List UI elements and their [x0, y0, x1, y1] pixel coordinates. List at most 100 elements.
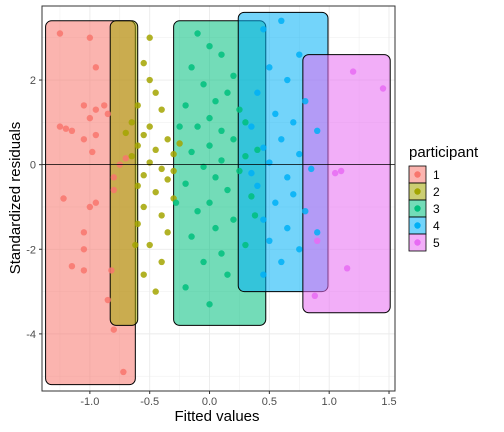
data-point-3: [242, 152, 249, 160]
data-point-1: [104, 110, 112, 118]
data-point-3: [230, 136, 237, 143]
data-point-2: [140, 271, 147, 278]
data-point-2: [164, 176, 171, 183]
data-point-4: [284, 224, 291, 232]
data-point-2: [128, 119, 135, 126]
data-point-3: [242, 241, 249, 249]
legend-key-point: [414, 188, 421, 195]
data-point-2: [176, 140, 183, 147]
data-point-2: [146, 241, 153, 249]
data-point-2: [134, 220, 141, 228]
data-point-2: [152, 188, 159, 196]
data-point-2: [152, 146, 159, 154]
legend-item-5: 5: [408, 233, 440, 252]
data-point-4: [278, 136, 285, 143]
x-tick-label: -0.5: [140, 396, 159, 408]
data-point-4: [272, 199, 279, 206]
data-point-3: [230, 72, 237, 80]
data-point-2: [146, 159, 153, 166]
participant-box-5: [302, 54, 391, 314]
y-axis-title: Standardized residuals: [7, 122, 24, 275]
data-point-3: [206, 114, 213, 122]
x-tick-label: 1.5: [381, 396, 396, 408]
data-point-2: [158, 165, 165, 173]
data-point-3: [206, 42, 213, 50]
data-point-1: [108, 267, 115, 274]
legend-item-4: 4: [408, 216, 440, 235]
data-point-1: [80, 102, 88, 109]
data-point-4: [308, 165, 315, 173]
data-point-2: [152, 288, 159, 295]
data-point-1: [101, 102, 108, 109]
data-point-4: [314, 127, 321, 135]
data-point-4: [260, 144, 267, 151]
x-tick-label: -1.0: [80, 396, 99, 408]
data-point-3: [206, 199, 213, 206]
x-tick-label: 1.0: [322, 396, 337, 408]
data-point-4: [314, 229, 321, 236]
data-point-4: [302, 207, 309, 215]
data-point-2: [146, 123, 153, 130]
data-point-5: [349, 68, 357, 75]
data-point-4: [290, 119, 297, 126]
data-point-3: [182, 180, 189, 187]
data-point-1: [122, 155, 129, 162]
y-axis-ticks: -4 -2 0 2: [26, 75, 42, 341]
data-point-4: [296, 51, 303, 58]
data-point-2: [140, 203, 147, 211]
data-point-2: [140, 131, 147, 139]
data-point-2: [152, 89, 159, 96]
data-point-2: [140, 172, 147, 179]
data-point-5: [311, 292, 319, 300]
legend-item-1: 1: [408, 165, 440, 184]
data-point-4: [260, 271, 267, 278]
data-point-3: [224, 271, 231, 278]
data-point-3: [254, 146, 261, 154]
x-axis-ticks: -1.0 -0.5 0.0 0.5 1.0 1.5: [80, 391, 397, 408]
data-point-3: [212, 174, 219, 181]
data-point-2: [164, 229, 171, 236]
data-point-3: [176, 123, 183, 130]
data-point-3: [188, 148, 195, 156]
legend: participant 1 2 3 4 5: [408, 144, 479, 252]
data-point-3: [251, 212, 259, 219]
data-point-3: [200, 258, 207, 266]
plot-area: [41, 5, 396, 392]
data-point-4: [272, 110, 279, 118]
data-point-4: [260, 26, 267, 33]
participant-boxes: [45, 11, 391, 386]
x-axis-title: Fitted values: [174, 408, 259, 425]
legend-title: participant: [409, 144, 479, 161]
data-point-1: [92, 199, 100, 206]
data-point-5: [343, 265, 351, 272]
data-point-1: [80, 267, 88, 274]
data-point-1: [110, 186, 117, 194]
axes: -1.0 -0.5 0.0 0.5 1.0 1.5 -4 -2 0 2 Fitted value…: [7, 75, 397, 425]
legend-key-point: [414, 205, 421, 212]
x-tick-label: 0.5: [262, 396, 277, 408]
data-point-3: [248, 193, 255, 200]
data-point-4: [248, 169, 255, 177]
data-point-3: [224, 89, 231, 96]
x-tick-label: 0.0: [202, 396, 217, 408]
data-point-3: [194, 30, 201, 37]
data-point-3: [206, 301, 213, 308]
data-point-3: [206, 142, 213, 149]
data-point-3: [212, 97, 219, 105]
panel-border: [41, 5, 396, 392]
legend-label: 5: [433, 236, 440, 250]
legend-key-point: [414, 239, 421, 246]
data-point-2: [132, 241, 139, 249]
data-point-1: [68, 262, 76, 270]
data-point-5: [314, 237, 321, 245]
data-point-2: [164, 136, 171, 143]
data-point-1: [92, 106, 100, 113]
data-point-4: [254, 182, 261, 190]
data-point-3: [218, 127, 225, 135]
data-point-3: [236, 167, 243, 175]
data-point-3: [212, 224, 219, 232]
data-point-2: [146, 76, 153, 84]
data-point-4: [266, 159, 273, 166]
data-point-3: [194, 207, 201, 215]
y-tick-label: 2: [30, 75, 36, 87]
